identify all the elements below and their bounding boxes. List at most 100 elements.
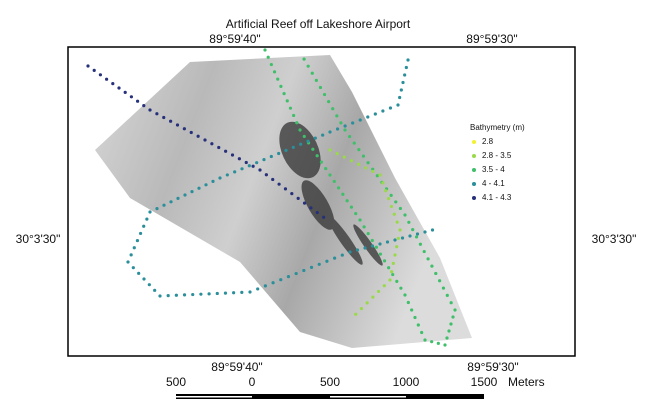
track-dot (350, 159, 353, 162)
track-dot (391, 273, 394, 276)
track-dot (346, 199, 349, 202)
track-dot (137, 272, 140, 275)
track-dot (423, 338, 426, 341)
track-dot (446, 294, 449, 297)
track-dot (325, 260, 328, 263)
track-dot (450, 301, 453, 304)
track-dot (415, 235, 418, 238)
track-dot (367, 232, 370, 235)
scale-label: 1000 (393, 375, 420, 389)
map: Artificial Reef off Lakeshore Airport 89… (0, 0, 658, 409)
scale-label: 0 (249, 375, 256, 389)
track-dot (420, 331, 423, 334)
legend-label: 3.5 - 4 (482, 165, 505, 174)
track-dot (136, 100, 139, 103)
track-dot (399, 287, 402, 290)
track-dot (190, 190, 193, 193)
track-dot (284, 187, 287, 190)
track-dot (401, 81, 404, 84)
track-dot (366, 301, 369, 304)
top-coord: 89°59'40" (209, 32, 260, 46)
track-dot (383, 284, 386, 287)
track-dot (133, 246, 136, 249)
track-dot (407, 301, 410, 304)
legend-swatch (472, 154, 476, 158)
track-dot (387, 266, 390, 269)
top-coord: 89°59'30" (466, 32, 517, 46)
track-dot (298, 128, 301, 131)
track-dot (403, 293, 406, 296)
track-dot (316, 154, 319, 157)
track-dot (303, 201, 306, 204)
track-dot (302, 57, 305, 60)
track-dot (203, 138, 206, 141)
track-dot (348, 250, 351, 253)
track-dot (419, 243, 422, 246)
bottom-coord: 89°59'30" (467, 360, 518, 374)
track-dot (226, 173, 229, 176)
track-dot (449, 322, 452, 325)
track-dot (400, 88, 403, 91)
track-dot (316, 211, 319, 214)
track-dot (297, 197, 300, 200)
track-dot (153, 289, 156, 292)
track-dot (406, 58, 409, 61)
track-dot (136, 239, 139, 242)
track-dot (392, 262, 395, 265)
track-dot (176, 197, 179, 200)
track-dot (240, 291, 243, 294)
track-dot (264, 284, 267, 287)
track-dot (375, 246, 378, 249)
track-dot (217, 146, 220, 149)
track-dot (263, 48, 266, 51)
track-dot (148, 108, 151, 111)
track-dot (299, 143, 302, 146)
track-dot (393, 238, 396, 241)
track-dot (148, 210, 151, 213)
track-dot (341, 253, 344, 256)
track-dot (383, 259, 386, 262)
track-dot (248, 164, 251, 167)
legend-swatch (472, 168, 476, 172)
track-dot (388, 278, 391, 281)
track-dot (258, 168, 261, 171)
track-dot (311, 148, 314, 151)
track-dot (248, 290, 251, 293)
track-dot (430, 265, 433, 268)
track-dot (399, 207, 402, 210)
track-dot (139, 232, 142, 235)
track-dot (416, 232, 419, 235)
track-dot (130, 95, 133, 98)
track-dot (359, 118, 362, 121)
track-dot (405, 66, 408, 69)
track-dot (290, 192, 293, 195)
track-dot (357, 163, 360, 166)
track-dot (445, 336, 448, 339)
track-dot (410, 308, 413, 311)
scale-segment (252, 394, 330, 399)
track-dot (364, 166, 367, 169)
track-dot (315, 79, 318, 82)
track-dot (155, 112, 158, 115)
track-dot (442, 286, 445, 289)
scale-bar: 500050010001500Meters (166, 375, 545, 399)
track-dot (358, 218, 361, 221)
legend-label: 2.8 - 3.5 (482, 151, 512, 160)
track-dot (362, 155, 365, 158)
track-dot (105, 78, 108, 81)
track-dot (351, 121, 354, 124)
track-dot (175, 294, 178, 297)
track-dot (353, 141, 356, 144)
track-dot (438, 279, 441, 282)
track-dot (142, 225, 145, 228)
legend-swatch (472, 182, 476, 186)
track-dot (132, 266, 135, 269)
track-dot (381, 109, 384, 112)
track-dot (389, 106, 392, 109)
track-dot (395, 280, 398, 283)
track-dot (426, 257, 429, 260)
track-dot (384, 189, 387, 192)
track-dot (295, 272, 298, 275)
track-dot (336, 152, 339, 155)
track-dot (282, 92, 285, 95)
